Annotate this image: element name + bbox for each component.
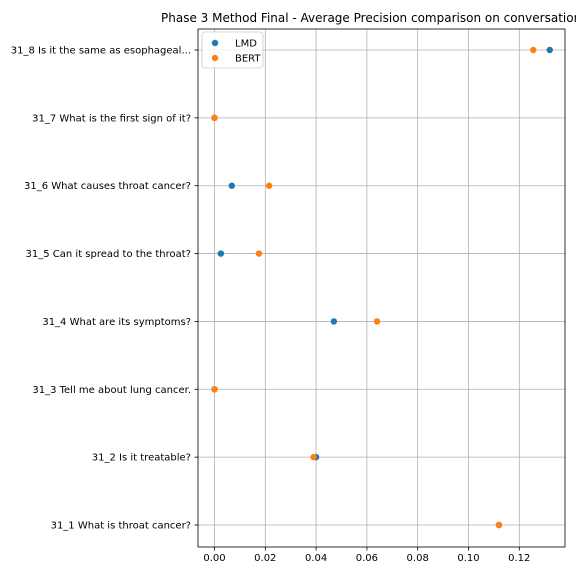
x-tick-label: 0.10 [457,553,479,564]
data-point-bert [211,114,218,122]
x-tick-label: 0.02 [254,553,276,564]
y-tick-label: 31_3 Tell me about lung cancer. [32,385,191,396]
data-point-bert [211,386,218,393]
legend-marker [211,54,219,62]
legend-marker [211,39,219,47]
data-point-bert [495,521,503,529]
series-bert [211,46,537,529]
y-tick-label: 31_1 What is throat cancer? [51,521,191,532]
x-tick-label: 0.08 [407,553,429,564]
series-lmd [211,46,553,529]
grid-layer [198,29,565,547]
data-point-lmd [546,46,553,54]
plot-frame [197,28,566,548]
points-layer [211,46,553,529]
legend: LMD BERT [201,31,264,69]
y-tick-label: 31_4 What are its symptoms? [42,317,191,328]
data-point-bert [255,250,263,257]
legend-label: LMD [235,39,257,50]
data-point-bert [310,453,317,461]
x-tick-label: 0.12 [508,553,530,564]
chart-title: Phase 3 Method Final - Average Precision… [161,11,576,25]
x-tick-label: 0.00 [203,553,225,564]
y-tick-label: 31_8 Is it the same as esophageal... [11,46,191,57]
data-point-lmd [228,182,235,189]
axes-layer: 0.00 0.02 0.04 0.06 0.08 0.10 0.12 31_1 What is… [11,46,531,565]
y-tick-label: 31_6 What causes throat cancer? [24,181,191,192]
y-tick-label: 31_2 Is it treatable? [92,453,191,464]
data-point-bert [265,182,273,189]
x-tick-label: 0.04 [305,553,327,564]
data-point-lmd [217,250,225,257]
x-tick-label: 0.06 [356,553,378,564]
data-point-lmd [330,318,338,325]
y-tick-label: 31_5 Can it spread to the throat? [26,249,191,260]
legend-label: BERT [235,54,261,65]
data-point-bert [530,46,537,54]
data-point-bert [373,318,381,325]
y-tick-label: 31_7 What is the first sign of it? [32,113,191,124]
